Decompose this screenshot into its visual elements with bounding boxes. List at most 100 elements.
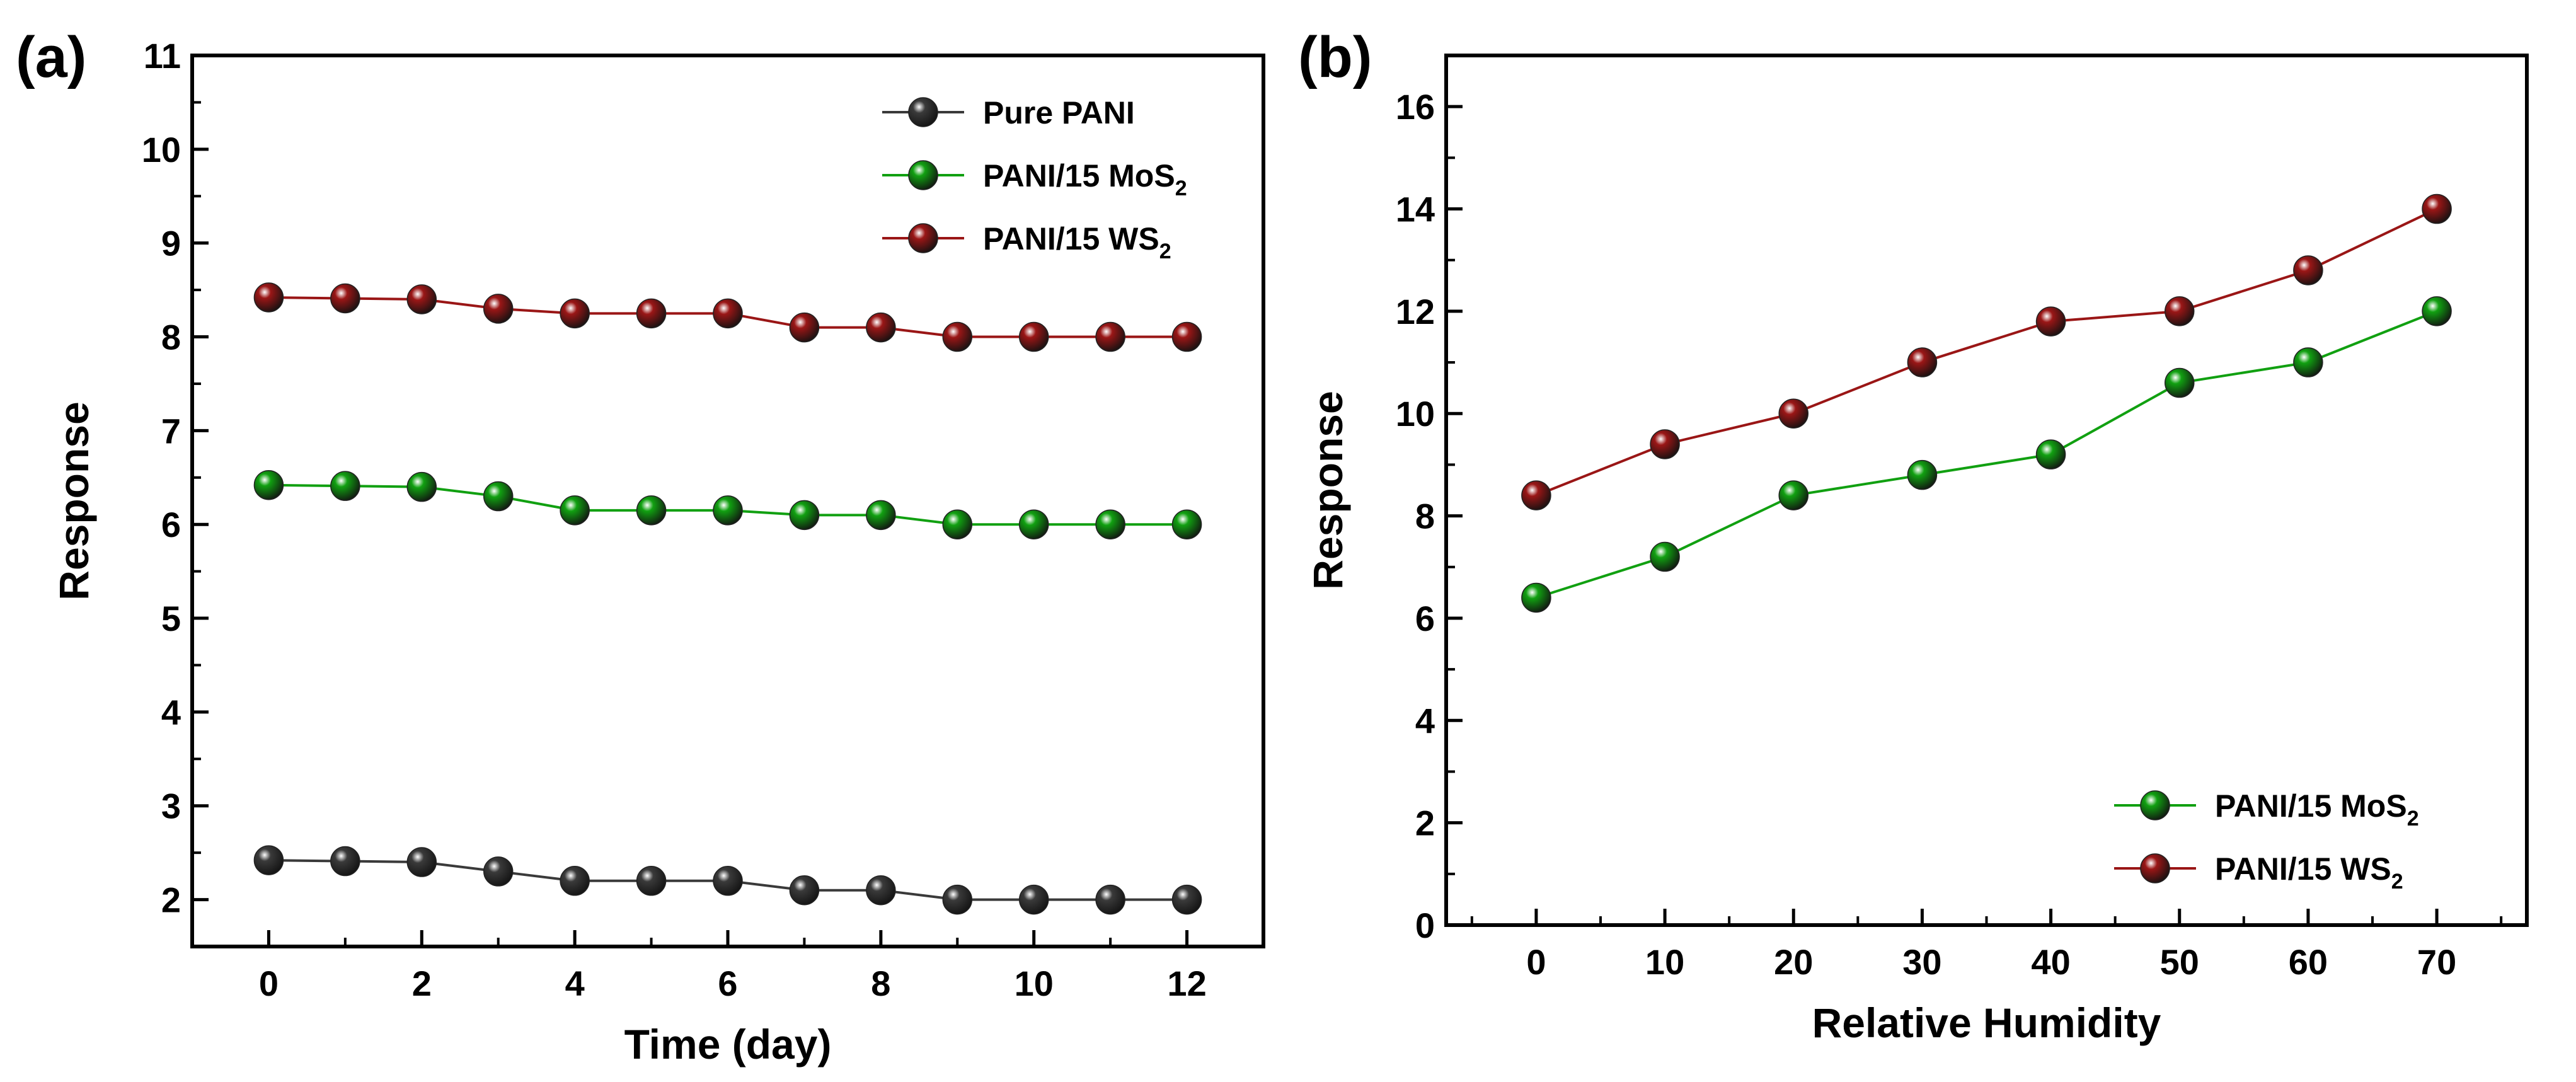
data-point-pani-15-mos2 — [1521, 582, 1551, 613]
series-pani-15-mos2 — [253, 469, 1202, 539]
data-point-pani-15-ws2 — [866, 312, 896, 343]
data-point-pani-15-ws2 — [1095, 321, 1125, 352]
x-axis-title: Time (day) — [624, 1021, 832, 1068]
y-tick-label: 4 — [1415, 701, 1435, 740]
x-axis-title: Relative Humidity — [1812, 999, 2161, 1046]
data-point-pure-pani — [789, 875, 820, 906]
legend-marker — [908, 223, 938, 253]
x-tick-label: 60 — [2289, 942, 2328, 982]
y-tick-label: 2 — [1415, 803, 1435, 843]
data-point-pure-pani — [1095, 884, 1125, 915]
data-point-pani-15-ws2 — [1171, 321, 1202, 352]
y-tick-label: 9 — [161, 224, 181, 263]
data-point-pure-pani — [942, 884, 973, 915]
data-point-pani-15-ws2 — [942, 321, 973, 352]
data-point-pani-15-mos2 — [560, 495, 590, 526]
panel-label: (b) — [1298, 25, 1372, 89]
data-point-pure-pani — [1171, 884, 1202, 915]
legend-label-main: PANI/15 MoS — [2215, 788, 2407, 824]
y-tick-label: 7 — [161, 411, 181, 451]
legend-label-subscript: 2 — [2407, 807, 2419, 831]
data-point-pani-15-ws2 — [713, 298, 743, 329]
data-point-pani-15-mos2 — [636, 495, 667, 526]
x-tick-label: 10 — [1645, 942, 1684, 982]
data-point-pani-15-mos2 — [2422, 296, 2452, 326]
legend-label: PANI/15 MoS2 — [2215, 788, 2419, 831]
y-axis-title: Response — [50, 401, 97, 600]
x-tick-label: 20 — [1774, 942, 1813, 982]
x-tick-label: 30 — [1902, 942, 1941, 982]
x-tick-label: 12 — [1167, 964, 1206, 1003]
x-tick-label: 8 — [871, 964, 890, 1003]
legend-label-subscript: 2 — [2391, 870, 2403, 894]
y-tick-label: 8 — [1415, 497, 1435, 536]
data-point-pani-15-mos2 — [1095, 509, 1125, 539]
data-point-pure-pani — [330, 846, 360, 877]
data-point-pani-15-ws2 — [1907, 347, 1938, 377]
x-tick-label: 50 — [2160, 942, 2199, 982]
series-line-pani-15-mos2 — [1536, 310, 2437, 599]
data-point-pani-15-ws2 — [1521, 480, 1551, 510]
legend-item-pani-15-ws2: PANI/15 WS2 — [2114, 851, 2403, 894]
data-point-pure-pani — [560, 866, 590, 896]
data-point-pani-15-ws2 — [1650, 429, 1680, 459]
data-point-pani-15-ws2 — [2035, 306, 2066, 337]
data-point-pani-15-ws2 — [1018, 321, 1049, 352]
x-tick-label: 40 — [2031, 942, 2070, 982]
y-tick-label: 3 — [161, 786, 181, 826]
panel-b-chart: 0 10 20 30 40 50 60 70 0 2 4 6 8 10 12 14 16 Relative Hum… — [1298, 25, 2529, 1046]
data-point-pani-15-mos2 — [1018, 509, 1049, 539]
panel-label: (a) — [16, 25, 86, 89]
data-point-pani-15-ws2 — [406, 284, 437, 314]
x-tick-label: 4 — [565, 964, 585, 1003]
x-tick-label: 2 — [412, 964, 432, 1003]
legend-marker — [2140, 790, 2170, 820]
series-pani-15-mos2 — [1521, 296, 2452, 613]
y-tick-label: 10 — [142, 130, 181, 170]
legend-item-pure-pani: Pure PANI — [882, 95, 1135, 130]
data-point-pani-15-mos2 — [1650, 541, 1680, 572]
y-tick-label: 0 — [1415, 906, 1435, 945]
data-point-pani-15-ws2 — [636, 298, 667, 329]
legend-label-main: PANI/15 WS — [983, 221, 1159, 256]
data-point-pani-15-ws2 — [1778, 398, 1808, 429]
y-tick-label: 8 — [161, 318, 181, 357]
data-point-pani-15-mos2 — [253, 469, 284, 500]
legend-label-main: PANI/15 WS — [2215, 851, 2391, 887]
panel-a-chart: 0 2 4 6 8 10 12 2 3 4 5 6 7 8 9 10 11 Time (day) Response (… — [16, 25, 1265, 1068]
data-point-pani-15-mos2 — [483, 481, 514, 512]
legend-marker — [908, 97, 938, 127]
data-point-pani-15-ws2 — [2165, 296, 2195, 326]
y-tick-label: 16 — [1396, 87, 1435, 127]
data-point-pani-15-ws2 — [560, 298, 590, 329]
data-point-pani-15-mos2 — [1171, 509, 1202, 539]
data-point-pani-15-mos2 — [866, 500, 896, 531]
legend-label-subscript: 2 — [1175, 176, 1187, 200]
data-point-pani-15-mos2 — [713, 495, 743, 526]
data-point-pani-15-mos2 — [2165, 367, 2195, 398]
data-point-pure-pani — [406, 847, 437, 877]
y-axis-title: Response — [1304, 391, 1351, 589]
data-point-pure-pani — [253, 845, 284, 875]
legend-item-pani-15-mos2: PANI/15 MoS2 — [2114, 788, 2419, 831]
x-tick-label: 70 — [2417, 942, 2456, 982]
y-tick-label: 4 — [161, 693, 181, 732]
y-tick-label: 2 — [161, 880, 181, 920]
data-point-pani-15-mos2 — [789, 500, 820, 531]
data-point-pani-15-mos2 — [1907, 459, 1938, 490]
legend-marker — [908, 160, 938, 190]
x-tick-label: 0 — [259, 964, 279, 1003]
data-point-pani-15-mos2 — [942, 509, 973, 539]
data-point-pani-15-mos2 — [2293, 347, 2323, 377]
y-tick-label: 6 — [161, 505, 181, 544]
y-tick-label: 10 — [1396, 394, 1435, 434]
x-tick-label: 10 — [1015, 964, 1054, 1003]
data-point-pani-15-ws2 — [2422, 193, 2452, 224]
y-tick-label: 12 — [1396, 292, 1435, 331]
series-line-pani-15-ws2 — [1536, 207, 2437, 497]
y-tick-label: 5 — [161, 599, 181, 638]
y-tick-label: 14 — [1396, 190, 1435, 229]
data-point-pani-15-ws2 — [253, 282, 284, 313]
